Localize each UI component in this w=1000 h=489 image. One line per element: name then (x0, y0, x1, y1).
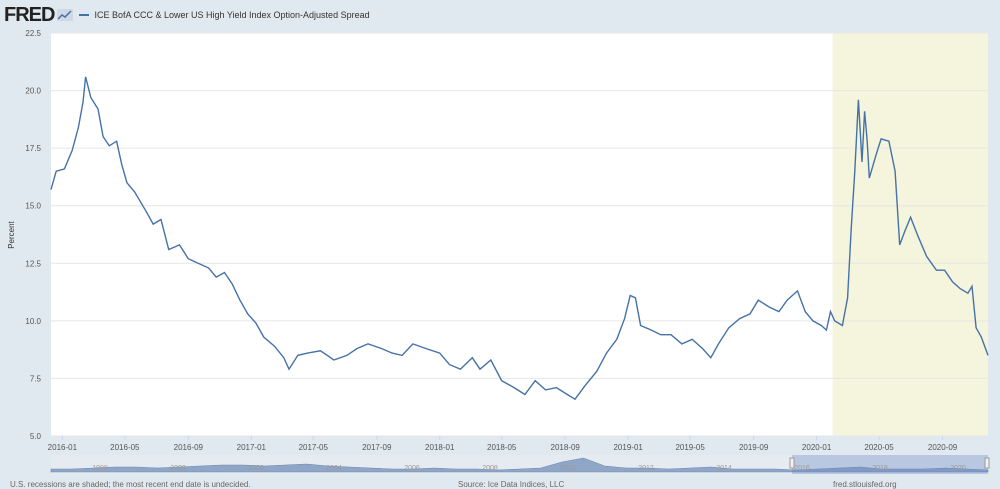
recession-note: U.S. recessions are shaded; the most rec… (10, 480, 251, 489)
y-tick-label: 22.5 (25, 29, 41, 38)
y-tick-label: 17.5 (25, 144, 41, 153)
x-tick-label: 2016-01 (48, 443, 78, 452)
x-tick-label: 2018-05 (487, 443, 517, 452)
navigator-year-label: 2010 (560, 465, 576, 472)
navigator-year-label: 2014 (716, 465, 732, 472)
y-axis-label: Percent (7, 220, 16, 248)
navigator-handle-left[interactable] (789, 457, 795, 469)
navigator-series (50, 457, 989, 473)
legend-swatch (79, 14, 90, 16)
fred-logo[interactable]: FRED (4, 3, 55, 26)
x-tick-label: 2016-09 (174, 443, 204, 452)
x-tick-label: 2018-01 (425, 443, 455, 452)
y-tick-label: 5.0 (30, 432, 42, 441)
recession-shading (832, 33, 988, 436)
x-tick-label: 2020-09 (928, 443, 958, 452)
navigator-year-label: 1998 (92, 465, 108, 472)
x-tick-label: 2020-05 (864, 443, 894, 452)
navigator-year-label: 2018 (872, 465, 888, 472)
navigator-year-label: 2016 (794, 465, 810, 472)
navigator-year-label: 2004 (326, 465, 342, 472)
source-note: Source: Ice Data Indices, LLC (458, 480, 565, 489)
x-tick-label: 2017-01 (237, 443, 267, 452)
site-link[interactable]: fred.stlouisfed.org (833, 480, 897, 489)
y-tick-label: 15.0 (25, 202, 41, 211)
navigator-year-label: 2000 (170, 465, 186, 472)
chart-header: FRED ICE BofA CCC & Lower US High Yield … (4, 4, 370, 26)
y-tick-label: 10.0 (25, 317, 41, 326)
x-tick-label: 2019-05 (675, 443, 705, 452)
navigator-year-label: 2020 (950, 465, 966, 472)
x-tick-label: 2017-09 (362, 443, 392, 452)
navigator-year-label: 2002 (248, 465, 264, 472)
series-line (50, 76, 989, 401)
logo-graph-icon (57, 9, 74, 21)
x-tick-label: 2017-05 (299, 443, 329, 452)
x-tick-label: 2019-09 (739, 443, 769, 452)
x-tick-label: 2016-05 (110, 443, 140, 452)
x-tick-label: 2019-01 (613, 443, 643, 452)
legend: ICE BofA CCC & Lower US High Yield Index… (79, 10, 370, 20)
navigator[interactable]: 1998 2000 2002 2004 2006 2008 2010 2012 2014 2016… (50, 455, 990, 474)
y-tick-label: 12.5 (25, 259, 41, 268)
navigator-year-label: 2006 (404, 465, 420, 472)
navigator-year-label: 2008 (482, 465, 498, 472)
legend-label: ICE BofA CCC & Lower US High Yield Index… (94, 10, 370, 20)
navigator-year-label: 2012 (638, 465, 654, 472)
x-tick-label: 2018-09 (551, 443, 581, 452)
navigator-selection[interactable] (792, 455, 988, 474)
x-tick-label: 2020-01 (802, 443, 832, 452)
plot-background (51, 33, 988, 436)
navigator-handle-right[interactable] (984, 457, 990, 469)
y-tick-label: 20.0 (25, 87, 41, 96)
y-tick-label: 7.5 (30, 374, 42, 383)
